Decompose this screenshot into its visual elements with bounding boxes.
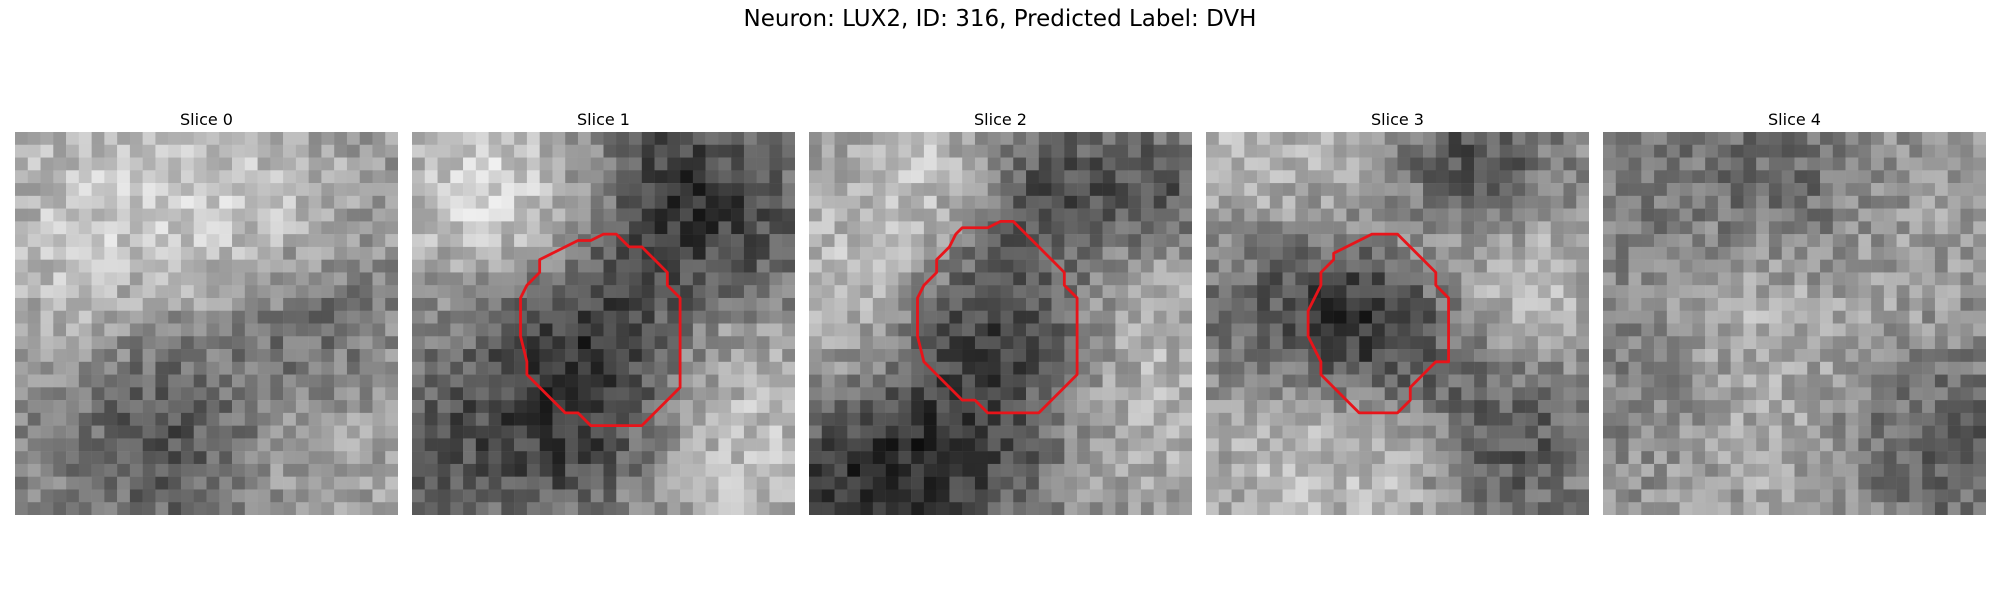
slice-image: [1206, 132, 1589, 515]
neuron-contour: [1306, 232, 1450, 415]
neuron-contour: [519, 232, 682, 428]
panel-slice-1: Slice 1: [412, 108, 795, 515]
panel-title: Slice 1: [577, 110, 630, 129]
panel-title: Slice 0: [180, 110, 233, 129]
panel-slice-2: Slice 2: [809, 108, 1192, 515]
panel-title: Slice 4: [1768, 110, 1821, 129]
panel-slice-4: Slice 4: [1603, 108, 1986, 515]
figure-title: Neuron: LUX2, ID: 316, Predicted Label: …: [743, 6, 1257, 32]
panel-slice-0: Slice 0: [15, 108, 398, 515]
slice-image: [15, 132, 398, 515]
neuron-contour: [916, 219, 1079, 415]
panel-title: Slice 3: [1371, 110, 1424, 129]
slice-image: [809, 132, 1192, 515]
panel-title: Slice 2: [974, 110, 1027, 129]
panel-slice-3: Slice 3: [1206, 108, 1589, 515]
slice-image: [412, 132, 795, 515]
slice-image: [1603, 132, 1986, 515]
